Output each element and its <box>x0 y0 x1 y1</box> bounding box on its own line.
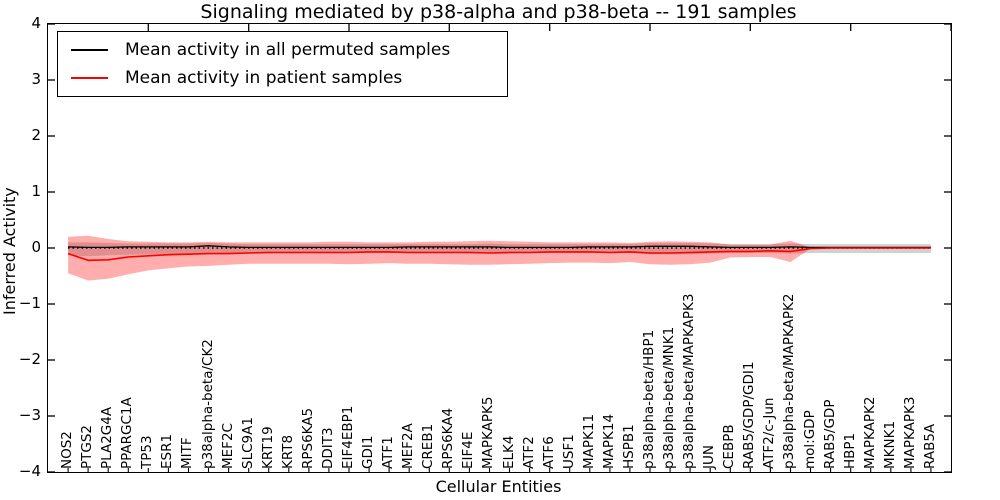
x-tick-label: CREB1 <box>420 423 437 469</box>
x-tick-label: p38alpha-beta/MAPKAPK3 <box>681 293 698 470</box>
x-tick-label: TP53 <box>139 435 156 469</box>
x-tick-label: RPS6KA4 <box>440 407 457 469</box>
x-tick-label: EIF4EBP1 <box>340 405 356 469</box>
x-tick-label: MAPKAPK2 <box>861 396 878 469</box>
x-tick-label: PPARGC1A <box>119 397 136 469</box>
x-tick-label: KRT19 <box>259 426 276 469</box>
x-tick-label: mol:GDP <box>801 410 818 469</box>
x-tick-label: ELK4 <box>500 435 517 470</box>
legend: Mean activity in all permuted samples Me… <box>57 31 508 97</box>
x-tick-label: MEF2C <box>219 423 236 469</box>
x-tick-label: MEF2A <box>400 423 417 469</box>
x-tick-label: RAB5/GDP <box>821 399 838 469</box>
y-tick-label: 4 <box>31 14 41 32</box>
x-tick-label: DDIT3 <box>319 427 336 469</box>
x-tick-label: MAPKAPK3 <box>901 396 918 469</box>
x-tick-label: ATF2 <box>520 436 537 469</box>
x-tick-label: MKNK1 <box>881 420 898 469</box>
x-tick-label: KRT8 <box>279 434 296 469</box>
x-tick-label: USF1 <box>560 434 577 469</box>
plot-area <box>47 23 952 473</box>
y-tick-label: −3 <box>18 406 41 424</box>
x-tick-label: SLC9A1 <box>239 417 256 469</box>
chart-title: Signaling mediated by p38-alpha and p38-… <box>200 1 797 23</box>
x-tick-label: MAPKAPK5 <box>480 396 497 469</box>
x-tick-label: RPS6KA5 <box>299 407 316 469</box>
x-tick-label: PLA2G4A <box>99 406 116 469</box>
x-tick-label: p38alpha-beta/MAPKAPK2 <box>781 293 798 470</box>
patient-line-sample <box>71 77 108 79</box>
y-tick-label: 1 <box>31 182 41 200</box>
x-tick-label: p38alpha-beta/HBP1 <box>641 329 657 469</box>
x-tick-label: NOS2 <box>59 431 76 469</box>
line-permuted <box>68 245 931 249</box>
x-tick-label: RAB5/GDP/GDI1 <box>741 361 758 469</box>
chart-canvas <box>48 24 951 472</box>
y-tick-label: −1 <box>18 294 41 312</box>
legend-label-patient: Mean activity in patient samples <box>125 68 403 88</box>
x-tick-label: EIF4E <box>460 431 477 469</box>
x-tick-label: MAPK14 <box>600 413 617 469</box>
x-tick-label: ATF1 <box>380 436 397 469</box>
legend-entry-patient: Mean activity in patient samples <box>58 68 507 88</box>
x-tick-label: HBP1 <box>841 432 858 469</box>
y-tick-label: 0 <box>31 238 41 256</box>
x-tick-label: p38alpha-beta/CK2 <box>199 339 216 469</box>
legend-label-permuted: Mean activity in all permuted samples <box>125 40 451 60</box>
x-tick-label: MITF <box>179 437 196 469</box>
legend-entry-permuted: Mean activity in all permuted samples <box>58 40 507 60</box>
x-tick-label: MAPK11 <box>580 413 597 469</box>
band-patient <box>68 235 931 281</box>
x-tick-label: PTGS2 <box>79 424 96 469</box>
x-tick-label: ATF2/c-Jun <box>761 397 778 469</box>
x-tick-label: JUN <box>701 445 718 469</box>
line-patient <box>67 247 931 262</box>
x-tick-label: HSPB1 <box>620 424 637 469</box>
y-tick-label: −4 <box>18 462 41 480</box>
y-tick-label: −2 <box>18 350 41 368</box>
x-tick-label: ATF6 <box>540 436 557 469</box>
y-tick-label: 2 <box>31 126 41 144</box>
x-tick-label: CEBPB <box>721 424 738 469</box>
x-tick-label: GDI1 <box>360 435 377 469</box>
x-axis-label: Cellular Entities <box>435 477 562 496</box>
permuted-line-sample <box>71 49 108 51</box>
y-tick-label: 3 <box>31 70 41 88</box>
x-tick-label: p38alpha-beta/MNK1 <box>661 326 678 469</box>
x-tick-label: RAB5A <box>921 423 938 469</box>
axis-ticks <box>48 24 951 472</box>
x-tick-label: ESR1 <box>159 433 176 469</box>
